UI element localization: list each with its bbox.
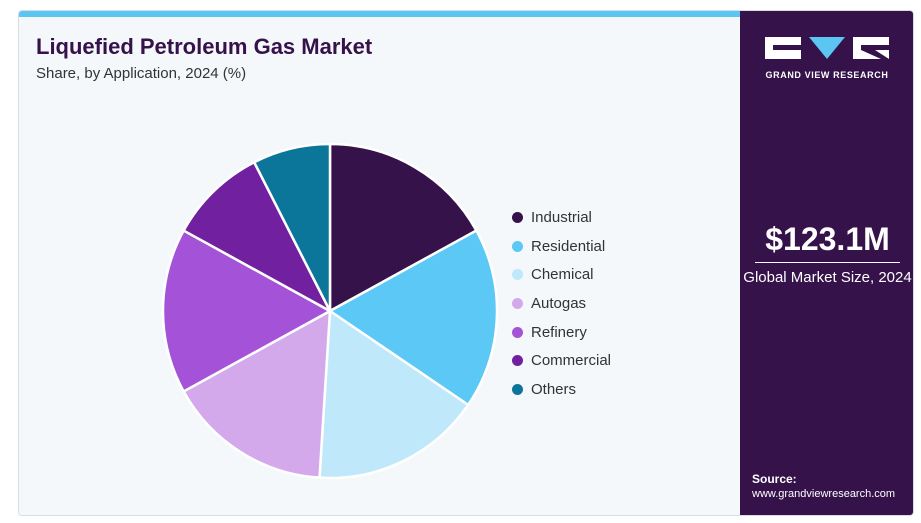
legend-label: Chemical [531,266,594,284]
legend-swatch [512,297,523,309]
market-size-label: Global Market Size, 2024 [743,269,912,286]
pie-slice-commercial[interactable] [182,160,332,313]
legend-item-others: Others [512,375,611,404]
legend-label: Residential [531,237,606,255]
pie-slice-others[interactable] [252,142,332,313]
legend-label: Autogas [531,294,587,312]
pie-chart [161,142,499,480]
value-divider [755,262,900,263]
legend-item-autogas: Autogas [512,289,611,318]
legend-swatch [512,383,523,395]
legend-swatch [512,355,523,367]
pie-slice-industrial[interactable] [328,142,478,313]
legend-label: Refinery [531,323,587,341]
legend-item-chemical: Chemical [512,260,611,289]
legend-item-commercial: Commercial [512,346,611,375]
chart-legend: Industrial Residential Chemical Autogas Refi… [512,203,611,404]
legend-label: Commercial [531,352,612,370]
pie-slice-autogas[interactable] [182,309,332,479]
source-label: Source: [752,472,797,486]
accent-bar [19,11,740,17]
side-panel: GRAND VIEW RESEARCH $123.1M Global Marke… [740,11,913,515]
pie-slice-residential[interactable] [328,229,499,407]
legend-swatch [512,326,523,338]
legend-item-residential: Residential [512,232,611,261]
legend-swatch [512,269,523,281]
pie-slice-chemical[interactable] [318,309,470,480]
legend-item-industrial: Industrial [512,203,611,232]
chart-card: Liquefied Petroleum Gas Market Share, by… [18,10,914,516]
legend-label: Others [531,380,577,398]
legend-swatch [512,211,523,223]
brand-name: GRAND VIEW RESEARCH [765,70,889,80]
chart-title: Liquefied Petroleum Gas Market [36,34,373,59]
legend-item-refinery: Refinery [512,318,611,347]
market-size-value: $123.1M [765,221,890,257]
pie-slice-refinery[interactable] [161,229,332,393]
legend-label: Industrial [531,208,592,226]
chart-subtitle: Share, by Application, 2024 (%) [36,65,247,82]
chart-area: Liquefied Petroleum Gas Market Share, by… [19,11,740,515]
legend-swatch [512,240,523,252]
gvr-logo-icon [765,37,889,59]
brand-logo: GRAND VIEW RESEARCH [765,35,889,80]
source-url[interactable]: www.grandviewresearch.com [752,488,896,500]
